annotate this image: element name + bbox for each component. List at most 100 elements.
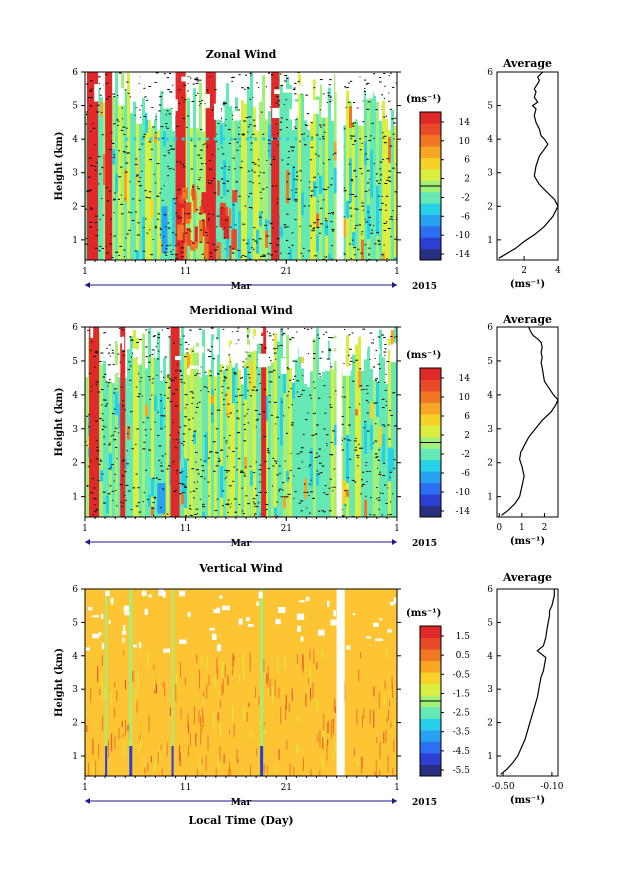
hatch-mark (285, 77, 289, 79)
hatch-mark (145, 196, 149, 198)
hatch-mark (222, 153, 225, 155)
hatch-mark (89, 90, 93, 92)
hatch-mark (249, 192, 252, 194)
field-patch (316, 213, 319, 228)
streak-mark (98, 744, 100, 759)
hatch-mark (169, 244, 172, 246)
cyan-band-mark (229, 137, 233, 141)
field-column (292, 386, 295, 517)
field-patch (259, 512, 262, 517)
hatch-mark (160, 415, 163, 417)
hatch-mark (301, 447, 304, 449)
hatch-mark (223, 102, 226, 104)
cyan-band-mark (302, 137, 306, 141)
hatch-mark (288, 198, 291, 200)
hatch-mark (174, 254, 178, 256)
hatch-mark (107, 385, 109, 387)
missing-patch (326, 600, 330, 607)
field-patch (169, 440, 172, 486)
hatch-mark (317, 334, 319, 336)
streak-mark (164, 683, 166, 697)
colorbar-tick-label: -6 (461, 469, 470, 479)
hatch-mark (313, 176, 317, 178)
hatch-mark (323, 511, 326, 513)
streak-mark (104, 773, 106, 776)
field-column (244, 361, 247, 517)
hatch-mark (365, 388, 368, 390)
hatch-mark (353, 361, 355, 363)
hatch-mark (121, 107, 123, 109)
streak-mark (263, 722, 265, 730)
hatch-mark (297, 396, 301, 398)
field-column (172, 131, 175, 260)
missing-patch (162, 348, 165, 358)
hatch-mark (145, 218, 147, 220)
hatch-mark (257, 373, 260, 375)
hatch-mark (323, 131, 326, 133)
hatch-mark (146, 417, 149, 419)
field-column (277, 341, 280, 517)
hatch-mark (367, 101, 371, 103)
hatch-mark (237, 133, 241, 135)
hatch-mark (386, 158, 390, 160)
hatch-mark (159, 507, 162, 509)
field-column (238, 369, 241, 517)
missing-patch (108, 620, 111, 624)
streak-mark (263, 763, 265, 774)
streak-mark (221, 683, 223, 697)
month-bar-right-arrow (392, 798, 397, 804)
hatch-mark (275, 185, 278, 187)
hatch-mark (255, 426, 257, 428)
hatch-mark (296, 380, 300, 382)
hatch-mark (247, 390, 249, 392)
hatch-mark (88, 226, 92, 228)
hatch-mark (334, 390, 337, 392)
hatch-mark (238, 74, 241, 76)
hatch-mark (90, 341, 93, 343)
field-column (313, 338, 316, 517)
hatch-mark (277, 345, 280, 347)
hatch-mark (242, 239, 245, 241)
field-patch (211, 395, 214, 405)
downdraft-column (105, 589, 108, 776)
hatch-mark (175, 489, 177, 491)
hatch-mark (145, 356, 148, 358)
streak-mark (297, 654, 299, 665)
hatch-mark (146, 232, 149, 234)
hatch-mark (152, 238, 154, 240)
hatch-mark (97, 380, 99, 382)
streak-mark (175, 684, 177, 702)
streak-mark (296, 744, 298, 754)
hatch-mark (355, 437, 357, 439)
hatch-mark (383, 337, 386, 339)
hatch-mark (170, 253, 174, 255)
hatch-mark (366, 412, 369, 414)
hatch-mark (323, 385, 326, 387)
y-tick-label: 5 (72, 618, 78, 628)
hatch-mark (193, 497, 195, 499)
hatch-mark (331, 230, 335, 232)
hatch-mark (297, 80, 300, 82)
hatch-mark (385, 373, 387, 375)
hatch-mark (95, 381, 98, 383)
hatch-mark (187, 90, 189, 92)
hatch-mark (187, 459, 189, 461)
hatch-mark (381, 424, 385, 426)
missing-patch (138, 641, 142, 649)
x-tick-label: 11 (180, 267, 191, 277)
hatch-mark (224, 124, 227, 126)
hatch-mark (196, 78, 199, 80)
field-column (154, 113, 157, 260)
hatch-mark (313, 87, 316, 89)
hatch-mark (291, 244, 294, 246)
hatch-mark (268, 72, 271, 74)
hatch-mark (135, 175, 139, 177)
hatch-mark (387, 100, 391, 102)
hatch-mark (278, 104, 280, 106)
hatch-mark (114, 489, 117, 491)
hatch-mark (330, 337, 334, 339)
hatch-mark (223, 404, 225, 406)
strong-wind-column (170, 327, 180, 517)
hatch-mark (224, 248, 226, 250)
